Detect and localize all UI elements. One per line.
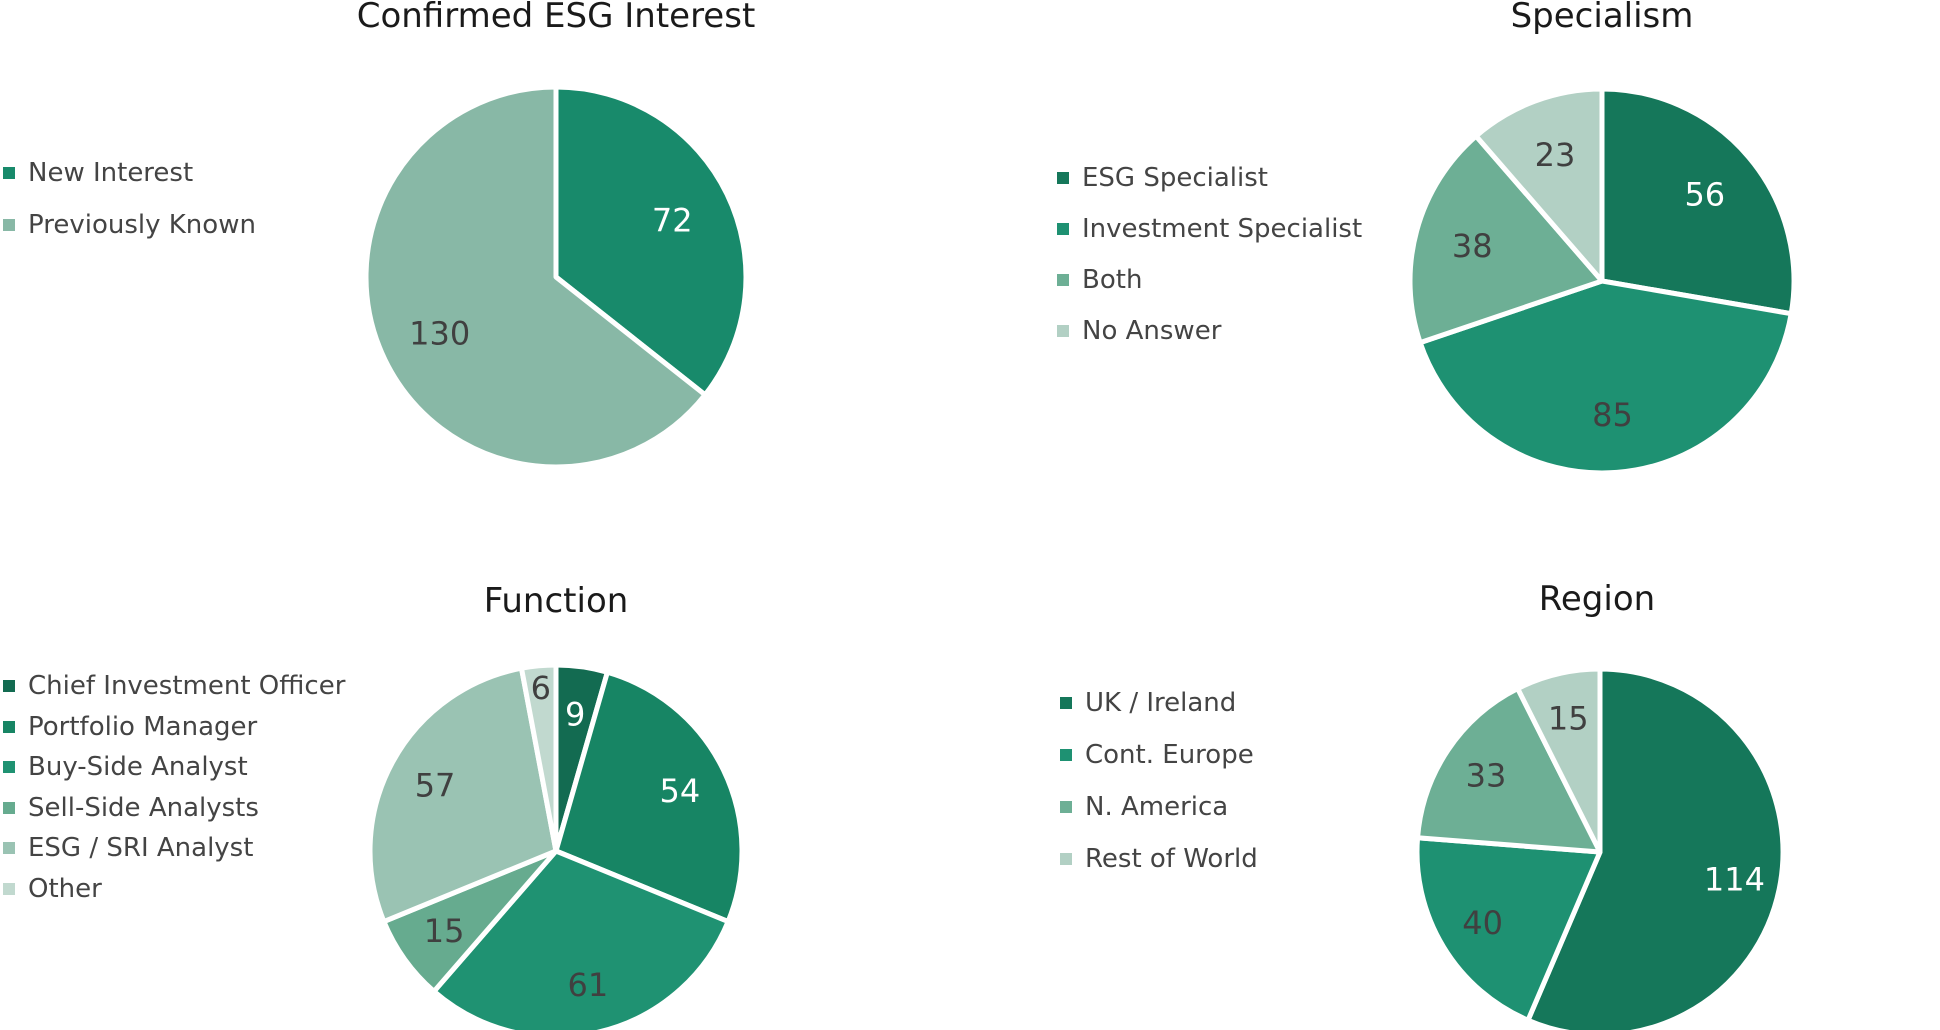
data-label-chief-investment-officer: 9 xyxy=(565,696,585,734)
legend-item-buy-side-analyst: Buy-Side Analyst xyxy=(3,747,345,788)
legend-swatch xyxy=(3,720,15,733)
legend-item-n-america: N. America xyxy=(1060,781,1258,833)
pie-slice-both xyxy=(1407,133,1605,346)
data-label-n-america: 33 xyxy=(1466,757,1507,795)
chart-panel-specialism: Specialism ESG Specialist Investment Spec… xyxy=(970,0,1940,515)
legend-label: Both xyxy=(1082,264,1143,295)
legend-label: Rest of World xyxy=(1085,844,1258,874)
data-label-cont-europe: 40 xyxy=(1462,904,1503,942)
legend-label: Previously Known xyxy=(28,210,256,240)
pie-slice-uk-ireland xyxy=(1525,666,1786,1030)
legend-swatch xyxy=(1057,324,1069,337)
data-label-investment-specialist: 85 xyxy=(1592,396,1633,434)
pie-slice-n-america xyxy=(1415,686,1603,855)
legend-item-chief-investment-officer: Chief Investment Officer xyxy=(3,666,345,707)
legend-item-cont-europe: Cont. Europe xyxy=(1060,729,1258,781)
legend-item-esg-specialist: ESG Specialist xyxy=(1057,152,1362,203)
legend-swatch xyxy=(3,882,15,895)
legend-swatch xyxy=(1057,222,1069,235)
pie-slice-portfolio-manager xyxy=(553,669,745,925)
data-label-portfolio-manager: 54 xyxy=(660,772,701,810)
legend-swatch xyxy=(1060,697,1072,709)
chart-panel-region: Region UK / Ireland Cont. Europe N. Americ… xyxy=(970,515,1940,1030)
legend-swatch xyxy=(1060,853,1072,865)
legend: New Interest Previously Known xyxy=(3,147,256,251)
pie-slice-other xyxy=(518,662,559,854)
chart-title: Region xyxy=(1538,579,1656,619)
pie-slice-new-interest xyxy=(553,84,749,398)
pie-slice-esg-sri-analyst xyxy=(367,665,559,925)
legend-label: Cont. Europe xyxy=(1085,740,1254,770)
legend: Chief Investment Officer Portfolio Manage… xyxy=(3,666,345,909)
pie-slice-investment-specialist xyxy=(1417,278,1794,476)
legend-swatch xyxy=(1057,171,1069,184)
data-label-sell-side-analysts: 15 xyxy=(424,912,465,950)
legend-swatch xyxy=(3,219,15,231)
legend-label: Chief Investment Officer xyxy=(28,671,346,702)
legend-label: ESG / SRI Analyst xyxy=(28,833,254,864)
legend-label: UK / Ireland xyxy=(1085,688,1237,718)
legend-item-other: Other xyxy=(3,869,345,910)
data-label-both: 38 xyxy=(1452,227,1493,265)
pie-chart: 56 85 38 23 xyxy=(1407,86,1797,476)
pie-slice-rest-of-world xyxy=(1515,666,1603,855)
legend-item-investment-specialist: Investment Specialist xyxy=(1057,203,1362,254)
legend-item-sell-side-analysts: Sell-Side Analysts xyxy=(3,788,345,829)
pie-slice-esg-specialist xyxy=(1599,86,1797,317)
legend: ESG Specialist Investment Specialist Both N… xyxy=(1057,152,1362,356)
legend-item-both: Both xyxy=(1057,254,1362,305)
legend-item-rest-of-world: Rest of World xyxy=(1060,833,1258,885)
legend-swatch xyxy=(3,801,15,814)
pie-slice-no-answer xyxy=(1473,86,1605,284)
legend-item-uk-ireland: UK / Ireland xyxy=(1060,677,1258,729)
data-label-no-answer: 23 xyxy=(1535,136,1576,174)
data-label-esg-sri-analyst: 57 xyxy=(415,766,456,804)
legend-item-new-interest: New Interest xyxy=(3,147,256,199)
data-label-other: 6 xyxy=(531,669,551,707)
legend-label: Portfolio Manager xyxy=(28,711,258,742)
legend-item-previously-known: Previously Known xyxy=(3,199,256,251)
legend-label: Other xyxy=(28,873,102,904)
chart-title: Specialism xyxy=(1510,0,1694,36)
legend-item-no-answer: No Answer xyxy=(1057,305,1362,356)
legend-label: New Interest xyxy=(28,158,194,188)
data-label-buy-side-analyst: 61 xyxy=(567,966,608,1004)
chart-title: Confirmed ESG Interest xyxy=(356,0,756,36)
legend-swatch xyxy=(3,761,15,774)
legend-item-portfolio-manager: Portfolio Manager xyxy=(3,707,345,748)
legend-swatch xyxy=(3,167,15,179)
chart-panel-confirmed-esg-interest: Confirmed ESG Interest New Interest Previ… xyxy=(0,0,970,515)
legend-swatch xyxy=(3,680,15,693)
legend-label: No Answer xyxy=(1082,315,1222,346)
chart-title: Function xyxy=(483,581,629,621)
pie-slice-buy-side-analyst xyxy=(431,848,731,1030)
pie-slice-cont-europe xyxy=(1414,835,1603,1023)
data-label-uk-ireland: 114 xyxy=(1704,861,1765,899)
chart-panel-function: Function Chief Investment Officer Portfol… xyxy=(0,515,970,1030)
legend-swatch xyxy=(3,842,15,855)
pie-chart: 9 54 61 15 57 6 xyxy=(367,662,745,1030)
data-label-new-interest: 72 xyxy=(652,202,693,240)
legend-label: N. America xyxy=(1085,792,1229,822)
legend: UK / Ireland Cont. Europe N. America Rest o… xyxy=(1060,677,1258,885)
data-label-esg-specialist: 56 xyxy=(1684,175,1725,213)
legend-swatch xyxy=(1060,749,1072,761)
data-label-previously-known: 130 xyxy=(409,314,470,352)
pie-slice-previously-known xyxy=(363,84,708,470)
pie-chart: 114 40 33 15 xyxy=(1414,666,1786,1030)
legend-swatch xyxy=(1057,273,1069,286)
legend-label: ESG Specialist xyxy=(1082,162,1268,193)
data-label-rest-of-world: 15 xyxy=(1548,699,1589,737)
legend-label: Investment Specialist xyxy=(1082,213,1363,244)
legend-item-esg-sri-analyst: ESG / SRI Analyst xyxy=(3,828,345,869)
legend-label: Sell-Side Analysts xyxy=(28,792,259,823)
legend-label: Buy-Side Analyst xyxy=(28,752,248,783)
legend-swatch xyxy=(1060,801,1072,813)
pie-chart: 72 130 xyxy=(363,84,749,470)
